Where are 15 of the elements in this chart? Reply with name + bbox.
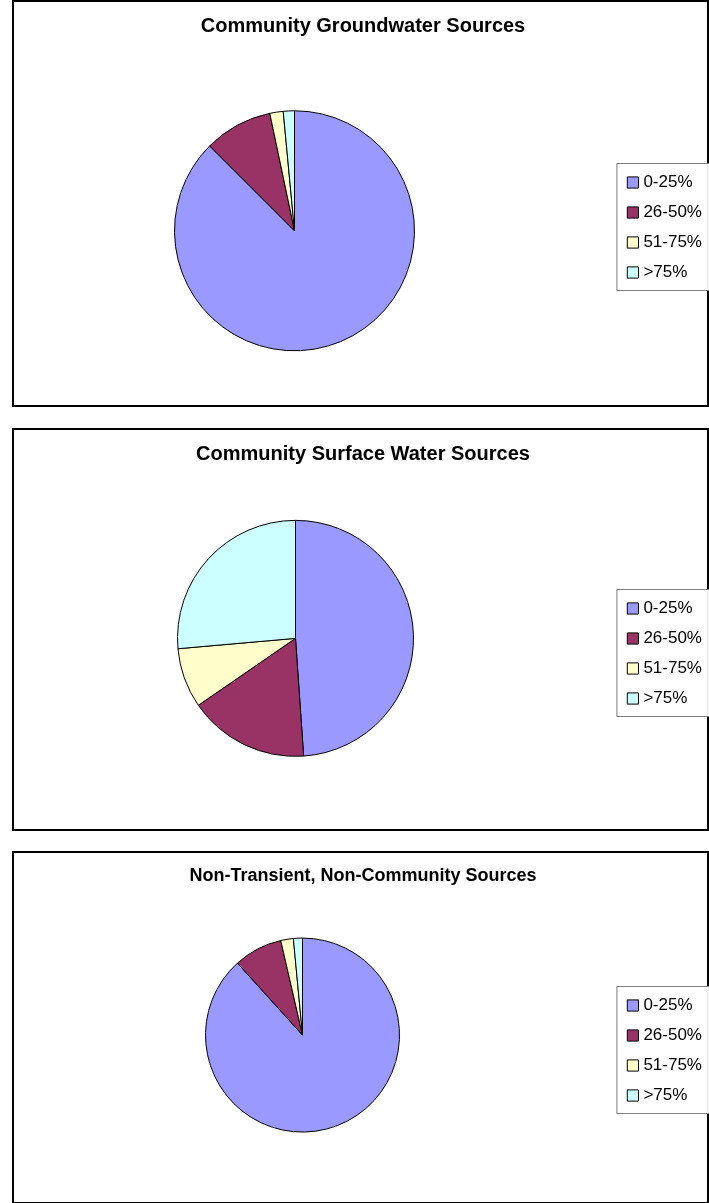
legend-label: 0-25%	[643, 597, 693, 618]
legend-label: 26-50%	[643, 201, 702, 222]
chart-title: Community Surface Water Sources	[196, 441, 530, 464]
legend-label: 51-75%	[643, 231, 702, 252]
legend-label: 26-50%	[643, 627, 702, 648]
legend-label: 0-25%	[643, 994, 693, 1015]
legend-label: >75%	[643, 261, 688, 282]
chart-title: Non-Transient, Non-Community Sources	[189, 864, 537, 885]
legend-label: >75%	[643, 1084, 688, 1105]
legend-label: >75%	[643, 687, 688, 708]
legend-label: 51-75%	[643, 1054, 702, 1075]
chart-title: Community Groundwater Sources	[200, 13, 526, 36]
legend-label: 51-75%	[643, 657, 702, 678]
legend-label: 0-25%	[643, 171, 693, 192]
legend-label: 26-50%	[643, 1024, 702, 1045]
